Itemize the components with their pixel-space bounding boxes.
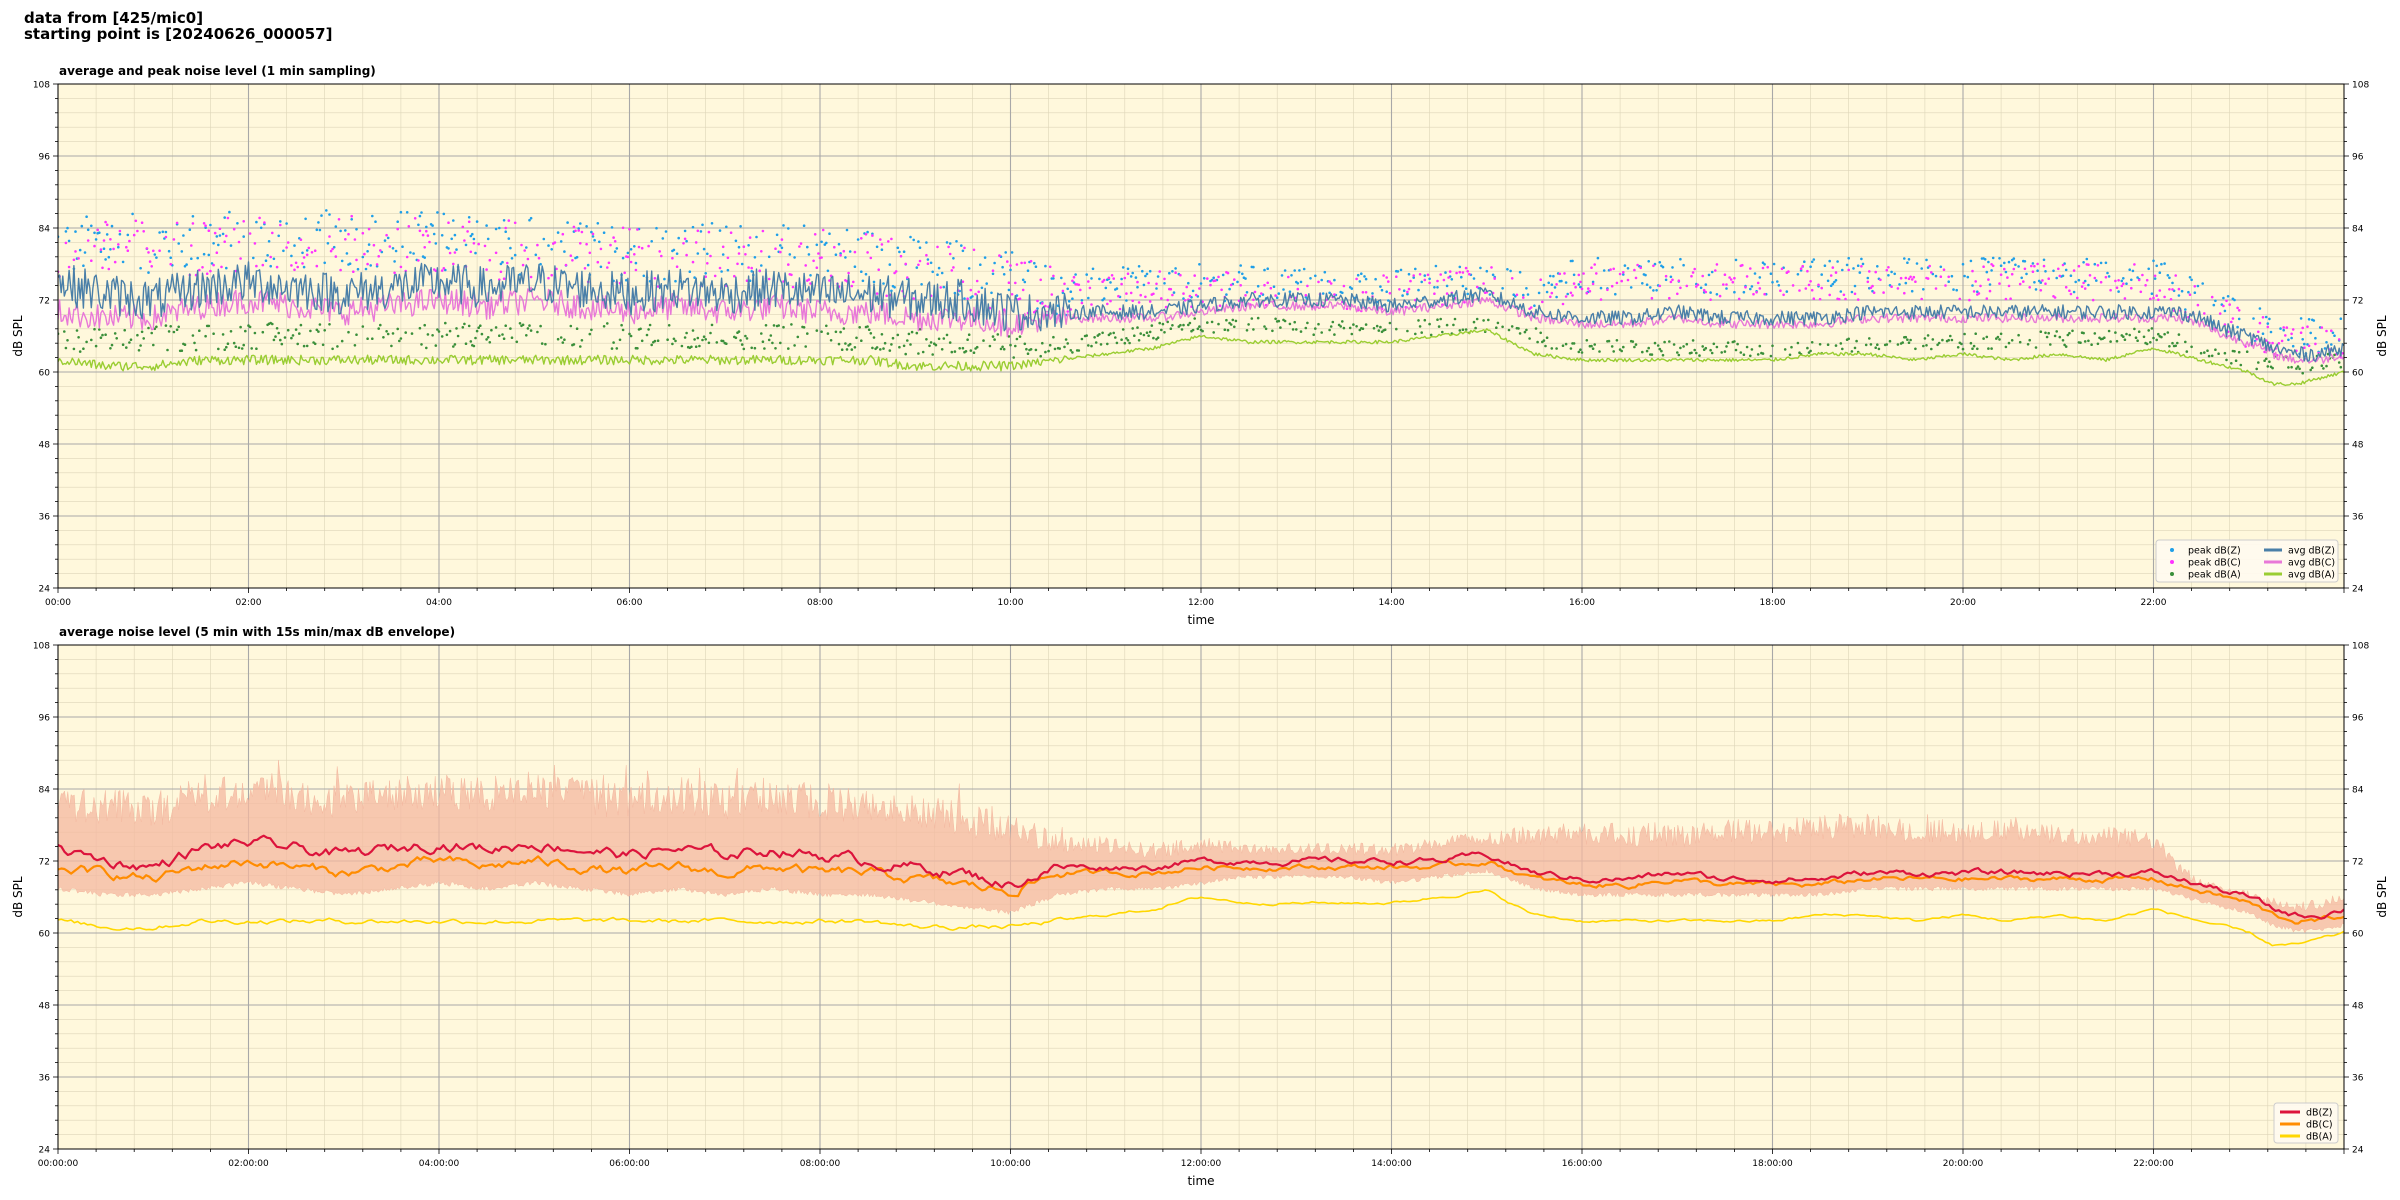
y-tick-label-right: 60: [2352, 930, 2364, 940]
y-tick-label-left: 96: [39, 153, 51, 163]
x-tick-label: 04:00: [426, 598, 452, 608]
y-tick-label-left: 84: [39, 225, 51, 235]
chart-title: average and peak noise level (1 min samp…: [59, 64, 376, 78]
x-tick-label: 10:00: [998, 598, 1024, 608]
x-tick-label: 06:00:00: [609, 1159, 650, 1169]
plot-marks: [58, 209, 2344, 387]
x-tick-label: 12:00:00: [1181, 1159, 1222, 1169]
y-tick-label-left: 36: [39, 1074, 51, 1084]
series-z: [58, 834, 2344, 920]
legend-label: dB(A): [2306, 1132, 2332, 1143]
y-tick-label-left: 60: [39, 369, 51, 379]
legend: dB(Z)dB(C)dB(A): [2273, 1102, 2339, 1144]
y-tick-label-right: 48: [2352, 1002, 2364, 1012]
panel-1: 24 24 36 36 48 48 60 60 72 72 84 84 96 96 108 108 00:00 0…: [11, 64, 2389, 627]
y-tick-label-left: 108: [33, 642, 50, 652]
legend-label: peak dB(Z): [2188, 546, 2241, 557]
legend-label: peak dB(C): [2188, 558, 2241, 569]
y-tick-label-left: 24: [39, 585, 51, 595]
y-tick-label-left: 84: [39, 786, 51, 796]
y-tick-label-left: 24: [39, 1146, 51, 1156]
y-tick-label-right: 36: [2352, 1074, 2364, 1084]
y-tick-label-left: 108: [33, 81, 50, 91]
x-tick-label: 02:00: [236, 598, 262, 608]
y-tick-label-left: 72: [39, 297, 50, 307]
y-tick-label-right: 24: [2352, 1146, 2364, 1156]
y-tick-label-left: 48: [39, 1002, 51, 1012]
y-tick-label-right: 60: [2352, 369, 2364, 379]
x-tick-label: 18:00: [1760, 598, 1786, 608]
series-avg_a: [58, 328, 2344, 387]
x-tick-label: 16:00: [1569, 598, 1595, 608]
legend-label: dB(Z): [2306, 1108, 2332, 1119]
y-tick-label-left: 36: [39, 513, 51, 523]
y-tick-label-right: 84: [2352, 786, 2364, 796]
x-tick-label: 22:00:00: [2133, 1159, 2174, 1169]
x-tick-label: 16:00:00: [1562, 1159, 1603, 1169]
y-tick-label-left: 96: [39, 714, 51, 724]
legend-marker: [2170, 572, 2174, 576]
y-axis-label-left: dB SPL: [11, 876, 25, 918]
y-tick-label-right: 36: [2352, 513, 2364, 523]
x-tick-label: 22:00: [2141, 598, 2167, 608]
legend-label: avg dB(C): [2288, 558, 2335, 569]
x-tick-label: 06:00: [617, 598, 643, 608]
y-tick-label-right: 96: [2352, 153, 2364, 163]
y-tick-label-left: 72: [39, 858, 50, 868]
y-tick-label-right: 108: [2352, 642, 2369, 652]
starting-point-label: starting point is [20240626_000057]: [24, 25, 333, 43]
axis-ticks: [53, 644, 2349, 1154]
y-tick-label-right: 48: [2352, 441, 2364, 451]
scatter-peak_a: [58, 316, 2343, 375]
x-tick-label: 08:00: [807, 598, 833, 608]
legend-label: peak dB(A): [2188, 570, 2241, 581]
x-tick-label: 20:00:00: [1943, 1159, 1984, 1169]
y-tick-label-right: 72: [2352, 297, 2363, 307]
series-a: [58, 889, 2344, 947]
legend-marker: [2170, 548, 2174, 552]
scatter-peak_z: [58, 209, 2343, 356]
plot-marks: [58, 760, 2344, 947]
y-tick-label-left: 60: [39, 930, 51, 940]
x-axis-label: time: [1187, 1174, 1214, 1188]
x-axis-label: time: [1187, 613, 1214, 627]
y-tick-label-right: 108: [2352, 81, 2369, 91]
y-tick-label-right: 96: [2352, 714, 2364, 724]
x-tick-label: 00:00: [45, 598, 71, 608]
x-tick-label: 04:00:00: [419, 1159, 460, 1169]
legend-marker: [2170, 560, 2174, 564]
source-label: data from [425/mic0]: [24, 9, 204, 27]
y-tick-label-right: 24: [2352, 585, 2364, 595]
x-tick-label: 02:00:00: [228, 1159, 269, 1169]
x-tick-label: 14:00:00: [1371, 1159, 1412, 1169]
legend: peak dB(Z)peak dB(C)peak dB(A)avg dB(Z)a…: [2155, 539, 2339, 583]
chart-title: average noise level (5 min with 15s min/…: [59, 625, 455, 639]
x-tick-label: 10:00:00: [990, 1159, 1031, 1169]
y-axis-label-right: dB SPL: [2375, 876, 2389, 918]
series-avg_z: [58, 261, 2344, 362]
legend-label: avg dB(Z): [2288, 546, 2335, 557]
min-max-envelope: [58, 760, 2344, 934]
panel-2: 24 24 36 36 48 48 60 60 72 72 84 84 96 96 108 108 00:00:…: [11, 625, 2389, 1188]
legend-label: dB(C): [2306, 1120, 2333, 1131]
x-tick-label: 18:00:00: [1752, 1159, 1793, 1169]
y-tick-label-left: 48: [39, 441, 51, 451]
y-axis-label-right: dB SPL: [2375, 315, 2389, 357]
y-tick-label-right: 84: [2352, 225, 2364, 235]
x-tick-label: 00:00:00: [38, 1159, 79, 1169]
x-tick-label: 08:00:00: [800, 1159, 841, 1169]
y-tick-label-right: 72: [2352, 858, 2363, 868]
scatter-peak_c: [58, 214, 2344, 359]
x-tick-label: 20:00: [1950, 598, 1976, 608]
x-tick-label: 12:00: [1188, 598, 1214, 608]
series-c: [58, 855, 2344, 925]
legend-label: avg dB(A): [2288, 570, 2335, 581]
x-tick-label: 14:00: [1379, 598, 1405, 608]
axis-ticks: [53, 83, 2349, 593]
y-axis-label-left: dB SPL: [11, 315, 25, 357]
